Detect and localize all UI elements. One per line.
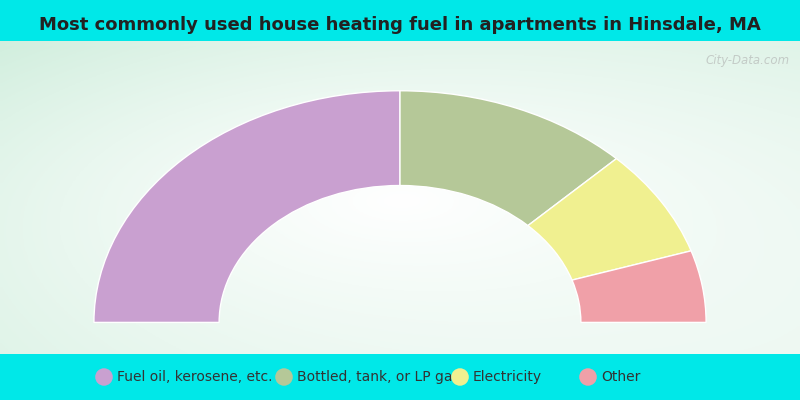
Text: Other: Other: [601, 370, 640, 384]
Ellipse shape: [579, 368, 597, 386]
Text: Electricity: Electricity: [473, 370, 542, 384]
Ellipse shape: [451, 368, 469, 386]
Ellipse shape: [275, 368, 293, 386]
Wedge shape: [572, 251, 706, 322]
Text: Fuel oil, kerosene, etc.: Fuel oil, kerosene, etc.: [117, 370, 272, 384]
Ellipse shape: [95, 368, 113, 386]
Text: City-Data.com: City-Data.com: [706, 54, 790, 67]
Wedge shape: [94, 91, 400, 322]
Wedge shape: [400, 91, 617, 226]
Wedge shape: [528, 159, 691, 280]
Text: Most commonly used house heating fuel in apartments in Hinsdale, MA: Most commonly used house heating fuel in…: [39, 16, 761, 34]
Text: Bottled, tank, or LP gas: Bottled, tank, or LP gas: [297, 370, 459, 384]
